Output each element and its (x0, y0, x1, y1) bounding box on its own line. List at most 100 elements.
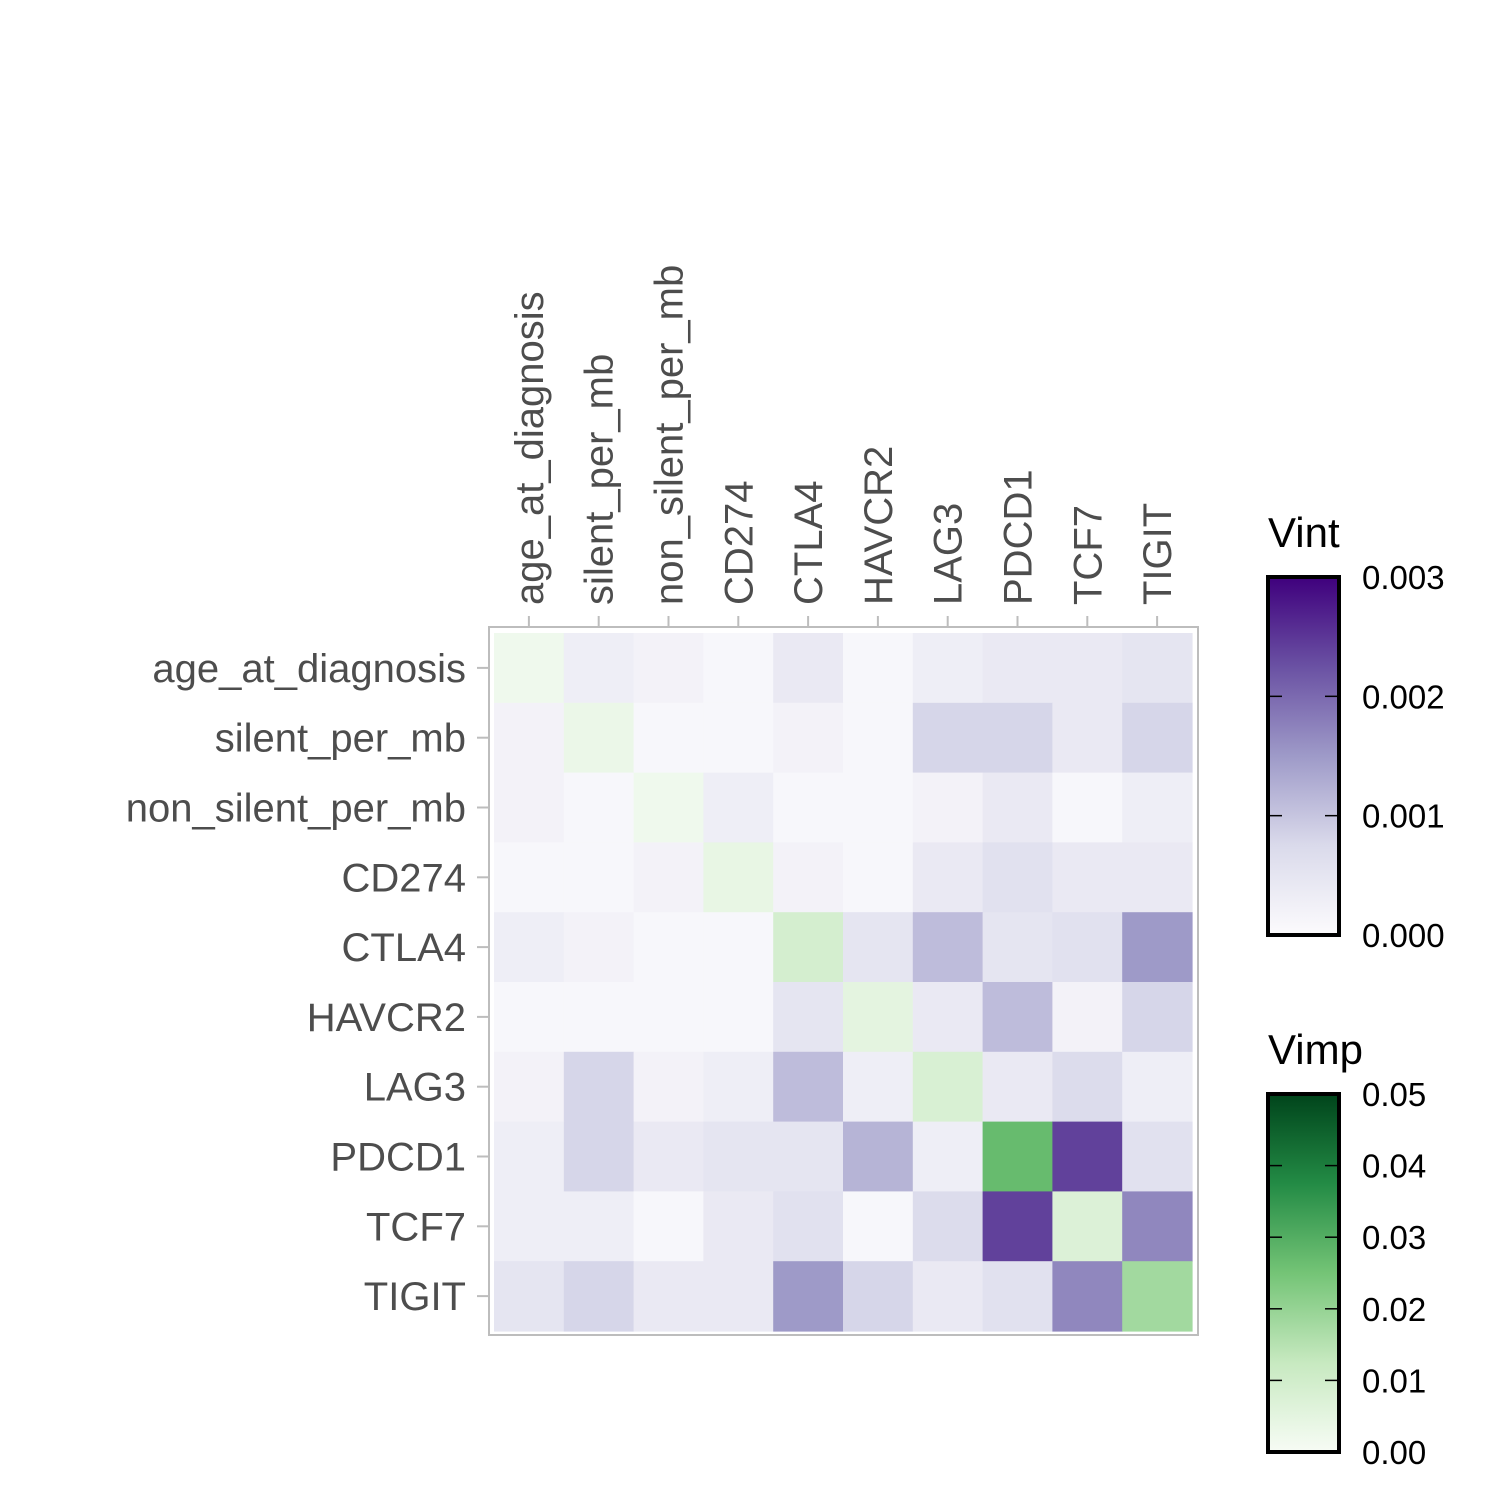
heatmap-cell (1122, 912, 1193, 983)
heatmap-cell (773, 982, 844, 1053)
heatmap-cell (703, 1191, 774, 1262)
colorbar-tick-label: 0.02 (1362, 1291, 1426, 1328)
heatmap-cell (633, 912, 704, 983)
y-axis-label: CD274 (341, 856, 466, 900)
legend-title: Vimp (1268, 1026, 1363, 1073)
heatmap-cell (1122, 982, 1193, 1053)
colorbar-frame (1266, 1092, 1341, 1454)
heatmap-cell (494, 842, 565, 913)
colorbar-tick-label: 0.000 (1362, 917, 1445, 954)
legend-vint: Vint 0.000 0.001 0.002 0.003 (1266, 509, 1445, 954)
y-axis-label: CTLA4 (342, 926, 467, 970)
x-axis-label: age_at_diagnosis (508, 291, 552, 605)
heatmap-cell (494, 702, 565, 774)
colorbar (1268, 1094, 1339, 1452)
heatmap-cell (494, 772, 565, 843)
heatmap-cell (563, 912, 635, 983)
heatmap-cell (703, 633, 774, 704)
heatmap-cell (1122, 633, 1193, 704)
heatmap-cell (1052, 1051, 1123, 1123)
heatmap-cell (773, 912, 844, 983)
colorbar-tick-label: 0.002 (1362, 678, 1445, 715)
heatmap-cell (494, 912, 565, 983)
heatmap-cell (773, 702, 844, 774)
heatmap-cell (563, 1051, 635, 1123)
heatmap-cell (773, 1191, 844, 1262)
heatmap-cell (494, 633, 565, 704)
heatmap-cell (843, 1121, 914, 1192)
heatmap-cell (563, 702, 635, 774)
heatmap-cell (494, 1051, 565, 1123)
heatmap-cell (1052, 1121, 1123, 1192)
heatmap-cell (1052, 982, 1123, 1053)
heatmap-cell (1052, 633, 1123, 704)
heatmap-cell (982, 842, 1053, 913)
heatmap-cell (982, 1191, 1053, 1262)
heatmap-cell (563, 982, 635, 1053)
heatmap-cell (982, 982, 1053, 1053)
heatmap-cell (843, 912, 914, 983)
x-axis-label: CTLA4 (787, 481, 831, 606)
heatmap-cell (1122, 1191, 1193, 1262)
x-axis-label: LAG3 (927, 503, 971, 605)
legend-title: Vint (1268, 509, 1340, 556)
heatmap-cell (1122, 1051, 1193, 1123)
heatmap-cell (912, 702, 984, 774)
x-axis-label: silent_per_mb (578, 354, 622, 605)
colorbar-tick-label: 0.01 (1362, 1362, 1426, 1399)
heatmap-cell (563, 772, 635, 843)
y-axis-label: PDCD1 (330, 1136, 466, 1180)
y-axis-label: LAG3 (364, 1066, 466, 1110)
heatmap-cell (912, 1261, 984, 1332)
heatmap-cell (703, 982, 774, 1053)
heatmap-cell (1052, 772, 1123, 843)
heatmap-cell (982, 702, 1053, 774)
heatmap-cell (633, 772, 704, 843)
heatmap-cell (982, 1261, 1053, 1332)
x-axis-label: non_silent_per_mb (648, 265, 692, 605)
heatmap-cell (1122, 1261, 1193, 1332)
heatmap-cell (1052, 702, 1123, 774)
heatmap-cell (703, 1261, 774, 1332)
heatmap-cell (633, 982, 704, 1053)
heatmap-cell (912, 633, 984, 704)
heatmap-cell (982, 912, 1053, 983)
heatmap-cell (494, 1191, 565, 1262)
heatmap-cell (563, 1191, 635, 1262)
heatmap-cell (843, 772, 914, 843)
heatmap-cell (633, 1051, 704, 1123)
heatmap-cell (1122, 702, 1193, 774)
heatmap-cell (982, 1051, 1053, 1123)
colorbar-tick-label: 0.003 (1362, 559, 1445, 596)
heatmap-cell (633, 702, 704, 774)
heatmap-cell (982, 1121, 1053, 1192)
heatmap-cell (703, 772, 774, 843)
heatmap-cell (703, 912, 774, 983)
heatmap-cell (843, 702, 914, 774)
heatmap-cells (494, 633, 1193, 1332)
heatmap-cell (1122, 1121, 1193, 1192)
heatmap-cell (494, 1261, 565, 1332)
heatmap-cell (633, 842, 704, 913)
heatmap-cell (773, 842, 844, 913)
heatmap-cell (563, 1121, 635, 1192)
heatmap-cell (912, 912, 984, 983)
x-axis-label: PDCD1 (997, 469, 1041, 605)
heatmap-cell (633, 633, 704, 704)
heatmap-cell (843, 1261, 914, 1332)
heatmap-cell (912, 1121, 984, 1192)
heatmap-cell (773, 772, 844, 843)
heatmap-cell (912, 842, 984, 913)
colorbar (1268, 577, 1339, 935)
heatmap-cell (1052, 842, 1123, 913)
x-axis-label: TIGIT (1136, 503, 1180, 605)
heatmap-cell (703, 702, 774, 774)
heatmap-cell (912, 982, 984, 1053)
y-axis-label: TCF7 (366, 1205, 466, 1249)
legend-vimp: Vimp 0.00 0.01 0.02 0.03 0.04 0.05 (1266, 1026, 1426, 1471)
heatmap-cell (912, 772, 984, 843)
heatmap-cell (773, 1121, 844, 1192)
heatmap-cell (843, 1191, 914, 1262)
x-axis-label: HAVCR2 (857, 446, 901, 605)
